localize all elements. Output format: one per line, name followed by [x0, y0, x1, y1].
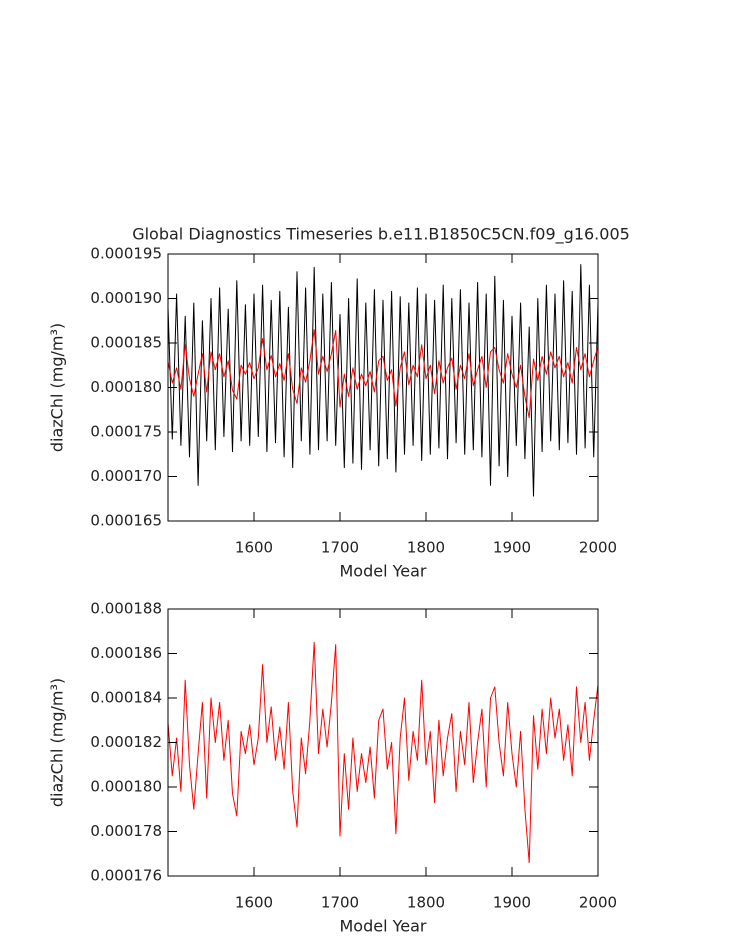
y-tick-label: 0.000185 — [90, 334, 162, 352]
x-tick-label: 1900 — [493, 894, 531, 912]
x-tick-label: 2000 — [579, 894, 617, 912]
y-axis-label: diazChl (mg/m³) — [48, 678, 67, 807]
y-tick-label: 0.000178 — [90, 822, 162, 840]
y-tick-label: 0.000184 — [90, 689, 162, 707]
data-line — [167, 641, 599, 864]
x-axis-label: Model Year — [340, 917, 427, 936]
y-tick-label: 0.000175 — [90, 423, 162, 441]
data-line — [167, 329, 599, 419]
y-tick-label: 0.000176 — [90, 867, 162, 885]
x-tick-label: 1800 — [407, 894, 445, 912]
x-tick-label: 2000 — [579, 539, 617, 557]
y-tick-label: 0.000165 — [90, 512, 162, 530]
chart-title: Global Diagnostics Timeseries b.e11.B185… — [132, 225, 630, 245]
y-tick-label: 0.000186 — [90, 644, 162, 662]
x-axis-label: Model Year — [340, 562, 427, 581]
y-tick-label: 0.000188 — [90, 600, 162, 618]
y-tick-label: 0.000182 — [90, 733, 162, 751]
data-line — [167, 264, 599, 497]
y-tick-label: 0.000195 — [90, 245, 162, 263]
plot-frame — [167, 608, 599, 877]
y-axis-label: diazChl (mg/m³) — [48, 323, 67, 452]
y-tick-label: 0.000180 — [90, 778, 162, 796]
y-tick-label: 0.000180 — [90, 378, 162, 396]
x-tick-label: 1800 — [407, 539, 445, 557]
x-tick-label: 1700 — [321, 539, 359, 557]
y-tick-label: 0.000170 — [90, 467, 162, 485]
x-tick-label: 1600 — [235, 894, 273, 912]
x-tick-label: 1600 — [235, 539, 273, 557]
x-tick-label: 1700 — [321, 894, 359, 912]
x-tick-label: 1900 — [493, 539, 531, 557]
y-tick-label: 0.000190 — [90, 289, 162, 307]
